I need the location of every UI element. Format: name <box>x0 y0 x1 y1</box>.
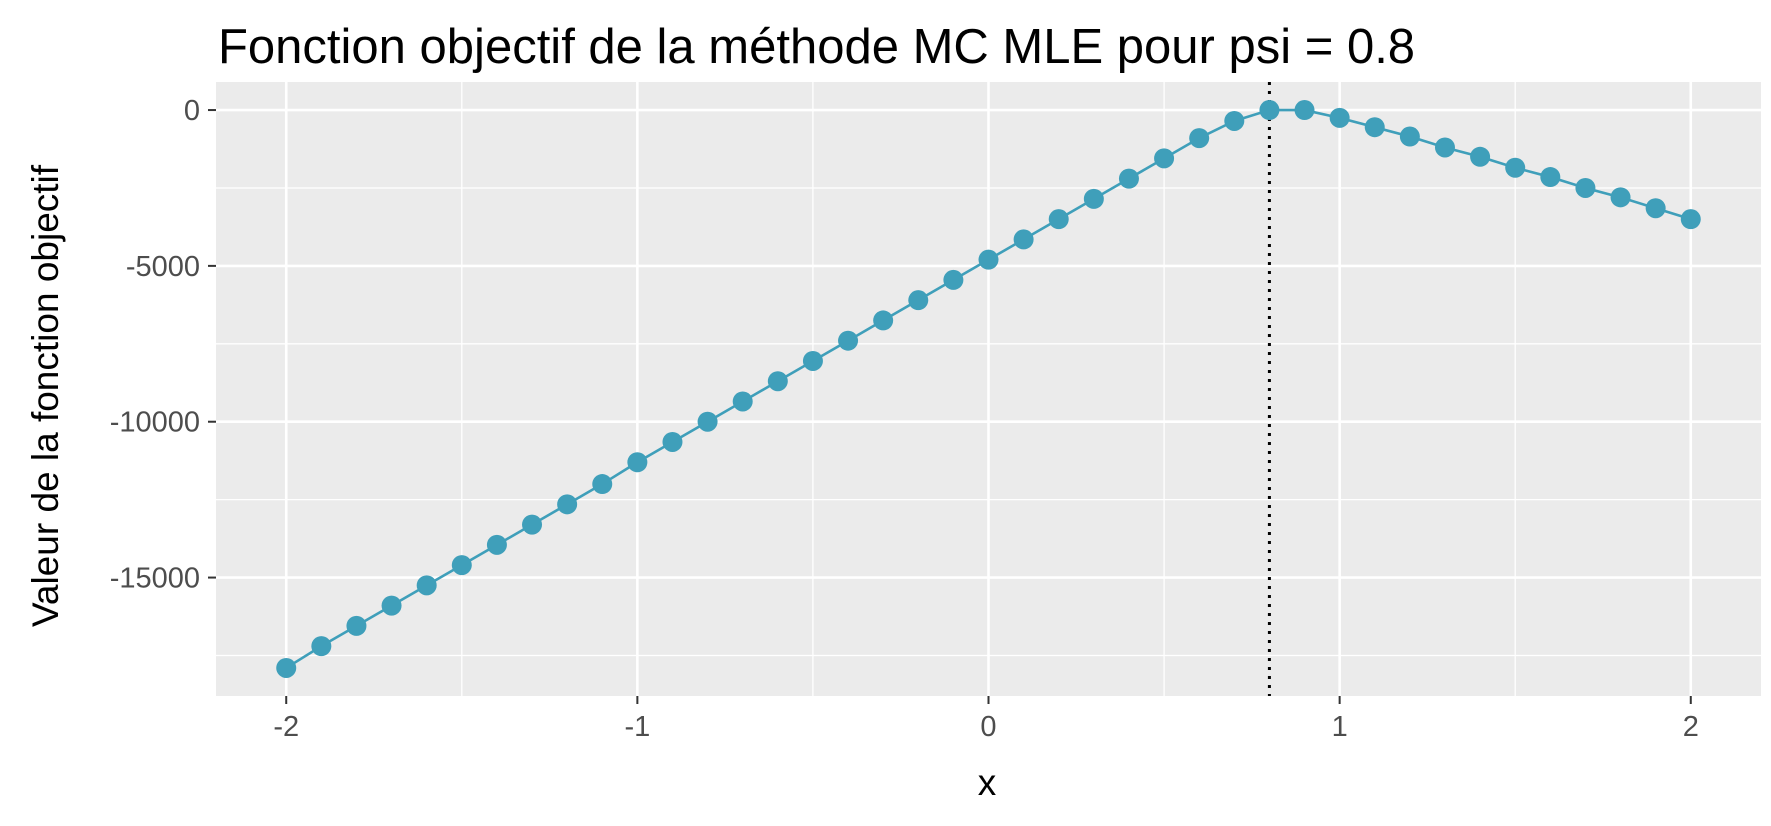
data-point <box>1048 209 1069 230</box>
data-point <box>276 657 297 678</box>
data-point <box>416 575 437 596</box>
data-point <box>592 474 613 495</box>
data-point <box>1189 128 1210 149</box>
x-axis-ticks: -2 -1 0 1 2 <box>273 696 1699 743</box>
x-tick-label: 1 <box>1332 711 1348 743</box>
data-point <box>838 330 859 351</box>
data-point <box>1364 117 1385 138</box>
x-tick-label: 0 <box>980 711 996 743</box>
data-point <box>486 534 507 555</box>
data-point <box>1083 188 1104 209</box>
data-point <box>732 391 753 412</box>
data-point <box>1470 146 1491 167</box>
x-tick-label: -1 <box>624 711 650 743</box>
data-point <box>978 249 999 270</box>
data-point <box>451 555 472 576</box>
y-axis-title: Valeur de la fonction objectif <box>25 164 66 627</box>
data-point <box>1329 107 1350 128</box>
y-tick-label: -15000 <box>110 563 200 595</box>
chart-title: Fonction objectif de la méthode MC MLE p… <box>218 20 1415 74</box>
data-point <box>1610 187 1631 208</box>
y-tick-label: 0 <box>184 95 200 127</box>
y-tick-label: -10000 <box>110 407 200 439</box>
data-point <box>767 371 788 392</box>
data-point <box>662 431 683 452</box>
data-point <box>311 636 332 657</box>
data-point <box>557 494 578 515</box>
data-point <box>1680 209 1701 230</box>
data-point <box>1575 177 1596 198</box>
data-point <box>1154 148 1175 169</box>
data-point <box>1434 137 1455 158</box>
data-point <box>346 615 367 636</box>
data-point <box>908 290 929 311</box>
y-axis-ticks: 0 -5000 -10000 -15000 <box>110 95 216 595</box>
data-point <box>1259 100 1280 121</box>
data-point <box>943 269 964 290</box>
data-point <box>1399 126 1420 147</box>
data-point <box>1224 110 1245 131</box>
x-tick-label: -2 <box>273 711 299 743</box>
data-point <box>802 350 823 371</box>
x-axis-title: x <box>978 762 997 803</box>
data-point <box>1540 167 1561 188</box>
data-points <box>276 100 1701 678</box>
data-point <box>1118 168 1139 189</box>
data-point <box>1645 198 1666 219</box>
data-point <box>1013 229 1034 250</box>
data-point <box>522 514 543 535</box>
data-point <box>873 310 894 331</box>
data-point <box>627 452 648 473</box>
x-tick-label: 2 <box>1683 711 1699 743</box>
data-point <box>1505 157 1526 178</box>
data-point <box>697 411 718 432</box>
data-point <box>1294 100 1315 121</box>
data-point <box>381 595 402 616</box>
y-tick-label: -5000 <box>126 251 200 283</box>
